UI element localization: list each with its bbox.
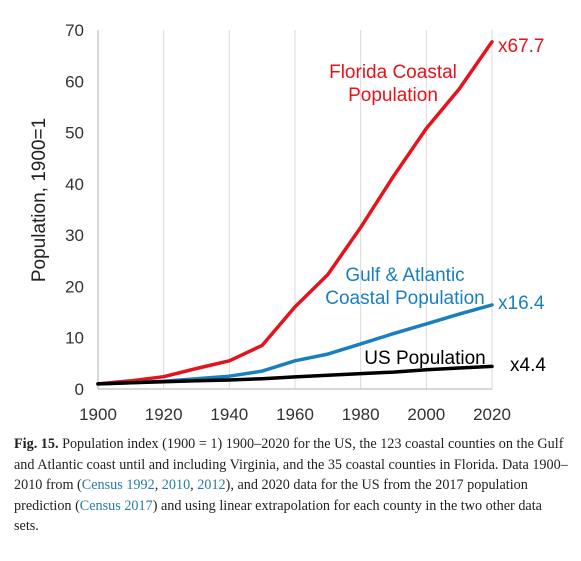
- y-tick-label-0: 0: [75, 380, 84, 399]
- caption-ref-2012[interactable]: 2012: [197, 477, 226, 493]
- axes: [97, 30, 492, 390]
- series-line-us: [96, 364, 494, 386]
- caption-sep-2: ,: [190, 477, 198, 493]
- caption-ref-census-1992[interactable]: Census 1992: [81, 477, 155, 493]
- y-tick-label-50: 50: [65, 124, 84, 143]
- x-tick-label-1940: 1940: [210, 405, 248, 424]
- figure-caption: Fig. 15. Population index (1900 = 1) 190…: [14, 434, 569, 537]
- series-line-florida: [96, 40, 494, 386]
- y-tick-label-20: 20: [65, 277, 84, 296]
- y-tick-label-60: 60: [65, 72, 84, 91]
- x-tick-label-1980: 1980: [342, 405, 380, 424]
- caption-ref-census-2017[interactable]: Census 2017: [79, 497, 153, 514]
- end-value-label-gulf-atlantic: x16.4: [498, 293, 545, 314]
- x-tick-label-1960: 1960: [276, 405, 314, 424]
- series-lines: [96, 40, 494, 386]
- x-tick-label-2020: 2020: [473, 405, 511, 424]
- caption-text-3: ) and using linear extrapolation for eac…: [14, 497, 542, 535]
- x-tick-label-2000: 2000: [407, 405, 445, 424]
- end-value-label-us: x4.4: [510, 355, 546, 376]
- tick-labels: 0 10 20 30 40 50 60 70 1900 1920 1940 1960 1980 2000 2…: [65, 21, 511, 424]
- x-tick-label-1900: 1900: [79, 405, 117, 424]
- series-label-florida-line-1: Florida Coastal: [329, 62, 457, 83]
- y-tick-label-30: 30: [65, 226, 84, 245]
- series-label-florida-line-2: Population: [348, 85, 438, 106]
- x-tick-label-1920: 1920: [145, 405, 183, 424]
- y-tick-label-10: 10: [65, 329, 84, 348]
- series-label-gulf-atlantic-line-1: Gulf & Atlantic: [345, 265, 464, 286]
- caption-text-2: ), and 2020 data for the US from the 201…: [14, 477, 528, 514]
- caption-lead: Fig. 15.: [14, 436, 59, 452]
- series-label-us-line-1: US Population: [364, 348, 485, 369]
- caption-sep-1: ,: [154, 477, 162, 493]
- end-value-label-florida: x67.7: [498, 36, 544, 57]
- y-tick-label-40: 40: [65, 175, 84, 194]
- y-axis-label: Population, 1900=1: [29, 118, 50, 282]
- series-label-gulf-atlantic-line-2: Coastal Population: [325, 288, 485, 309]
- vertical-gridlines: [163, 30, 493, 389]
- caption-text-1: Population index (1900 = 1) 1900–2020 fo…: [14, 436, 568, 493]
- y-tick-label-70: 70: [65, 21, 84, 40]
- caption-ref-2010[interactable]: 2010: [161, 477, 191, 493]
- population-index-chart: 0 10 20 30 40 50 60 70 1900 1920 1940 1960 1980 2000 2…: [29, 21, 546, 424]
